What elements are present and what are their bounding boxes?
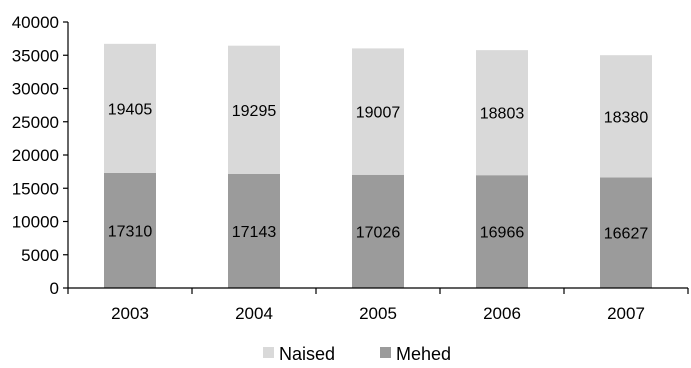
bar-mehed-2006 [476, 175, 528, 288]
data-label-naised-2004: 19295 [232, 103, 277, 120]
y-axis: 0 5000 10000 15000 20000 25000 30000 35000 40000 [12, 13, 69, 298]
data-label-mehed-2003: 17310 [108, 223, 153, 240]
bar-mehed-2004 [228, 173, 280, 288]
bar-naised-2005 [352, 48, 404, 175]
bars: 17310 19405 17143 19295 17026 19007 16966 18803… [104, 43, 652, 288]
y-tick-label: 0 [50, 279, 59, 298]
data-label-naised-2005: 19007 [356, 105, 401, 122]
y-tick-label: 20000 [12, 146, 59, 165]
y-tick-label: 25000 [12, 113, 59, 132]
x-axis: 2003 2004 2005 2006 2007 [67, 287, 689, 323]
data-label-naised-2007: 18380 [604, 109, 649, 126]
data-label-naised-2006: 18803 [480, 106, 525, 123]
bar-naised-2004 [228, 45, 280, 174]
x-tick-label: 2007 [607, 304, 645, 323]
bar-mehed-2003 [104, 172, 156, 288]
y-tick-label: 40000 [12, 13, 59, 32]
data-label-mehed-2006: 16966 [480, 225, 525, 242]
y-tick-label: 10000 [12, 213, 59, 232]
legend-swatch-naised [263, 347, 274, 358]
y-tick-label: 5000 [21, 246, 59, 265]
data-label-naised-2003: 19405 [108, 101, 153, 118]
data-label-mehed-2005: 17026 [356, 224, 401, 241]
x-tick-label: 2004 [235, 304, 273, 323]
data-label-mehed-2007: 16627 [604, 226, 649, 243]
x-tick-label: 2005 [359, 304, 397, 323]
legend-label-naised: Naised [279, 344, 335, 364]
legend-label-mehed: Mehed [396, 344, 451, 364]
bar-naised-2003 [104, 43, 156, 173]
x-tick-label: 2006 [483, 304, 521, 323]
bar-mehed-2007 [600, 177, 652, 288]
legend: Naised Mehed [263, 344, 451, 364]
legend-swatch-mehed [380, 347, 391, 358]
data-label-mehed-2004: 17143 [232, 224, 277, 241]
y-tick-label: 35000 [12, 46, 59, 65]
bar-naised-2007 [600, 55, 652, 178]
bar-naised-2006 [476, 50, 528, 176]
y-tick-label: 15000 [12, 179, 59, 198]
bar-mehed-2005 [352, 174, 404, 288]
y-tick-label: 30000 [12, 80, 59, 99]
x-tick-label: 2003 [111, 304, 149, 323]
